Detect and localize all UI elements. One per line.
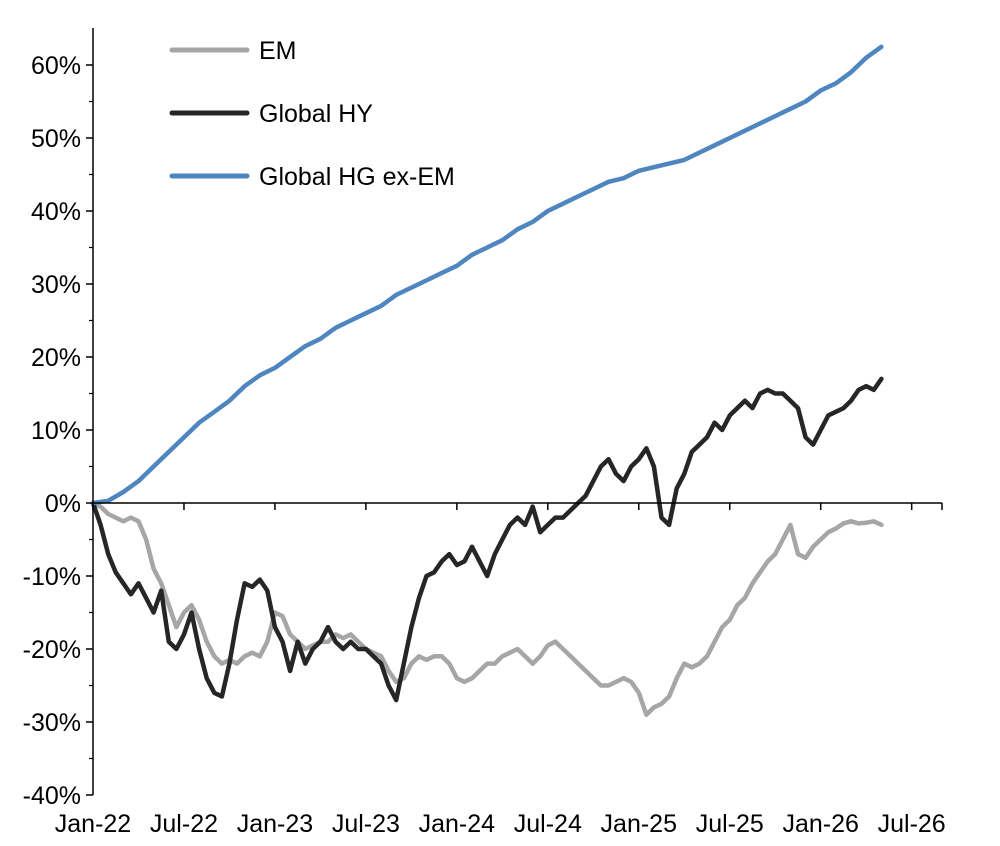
legend: EM Global HY Global HG ex-EM [169,37,455,191]
y-tick-label: -40% [23,782,81,810]
x-tick-label: Jul-22 [150,810,218,838]
series-line-global-hg-ex-em [90,44,884,506]
legend-label: EM [259,37,297,65]
x-tick-label: Jan-24 [419,810,496,838]
x-tick-label: Jan-26 [782,810,858,838]
y-tick-label: 60% [31,52,81,80]
y-tick-label: 10% [31,417,81,445]
y-tick-label: 20% [31,344,81,372]
y-tick-label: -10% [23,563,81,591]
y-tick-label: 0% [45,490,81,518]
x-tick-label: Jul-24 [514,810,582,838]
y-tick-label: 50% [31,125,81,153]
y-tick-label: 30% [31,271,81,299]
x-tick-label: Jul-25 [696,810,764,838]
x-tick-label: Jan-25 [601,810,677,838]
legend-label: Global HY [259,100,373,128]
x-tick-label: Jan-23 [237,810,313,838]
x-tick-label: Jul-26 [878,810,946,838]
y-tick-label: -20% [23,636,81,664]
y-tick-label: -30% [23,709,81,737]
series-line-em [90,500,884,717]
x-tick-label: Jul-23 [332,810,400,838]
series-line-global-hy [90,376,884,703]
axes-layer: 60%50%40%30%20%10%0%-10%-20%-30%-40%Jan-… [23,28,946,838]
x-tick-label: Jan-22 [55,810,131,838]
series-layer [90,44,884,717]
y-tick-label: 40% [31,198,81,226]
legend-label: Global HG ex-EM [259,163,455,191]
